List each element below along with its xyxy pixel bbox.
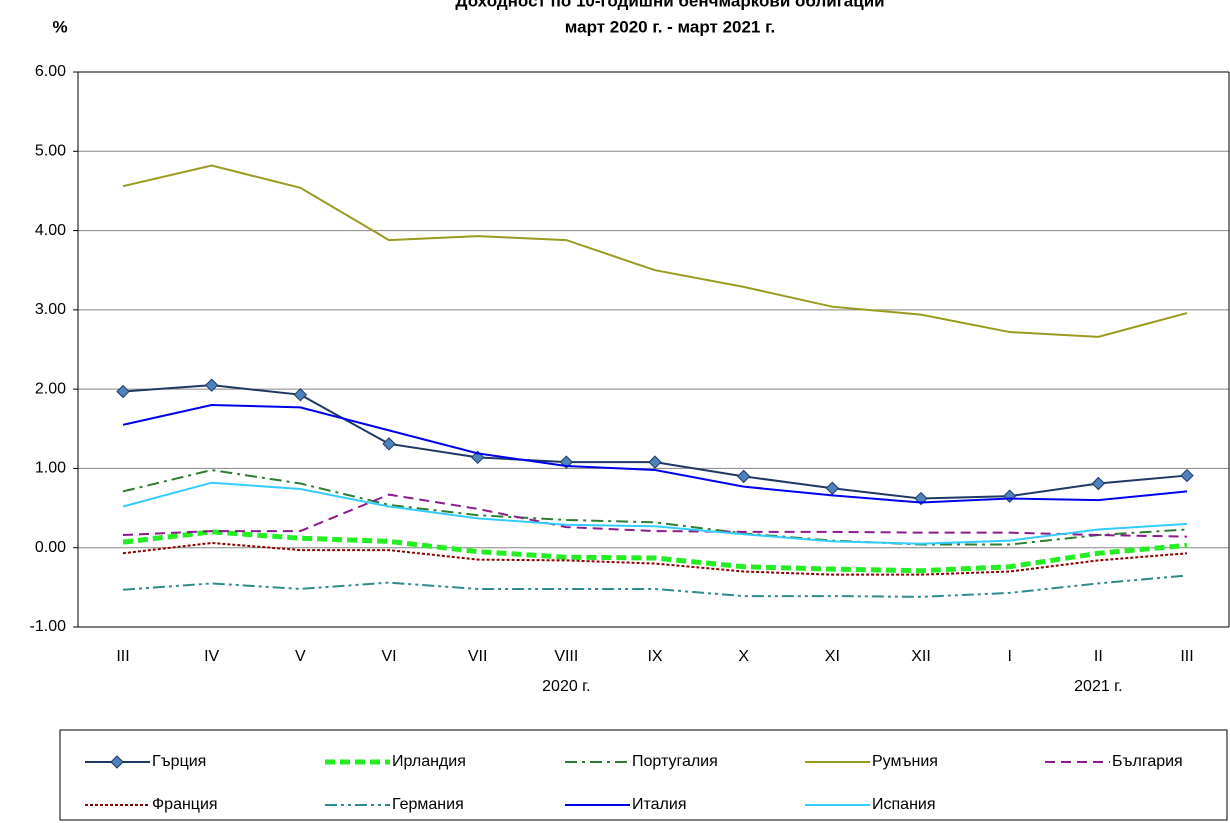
y-axis-label: % bbox=[52, 17, 67, 36]
marker bbox=[736, 469, 751, 484]
x-tick-label: V bbox=[295, 648, 306, 665]
y-tick-label: 1.00 bbox=[35, 460, 66, 477]
series-line bbox=[122, 493, 1188, 538]
legend-label: Ирландия bbox=[392, 753, 466, 770]
marker bbox=[1180, 468, 1194, 483]
year-label: 2020 г. bbox=[542, 678, 590, 695]
x-tick-label: VII bbox=[468, 648, 488, 665]
x-tick-label: III bbox=[116, 648, 129, 665]
year-label: 2021 г. bbox=[1074, 678, 1122, 695]
x-tick-label: II bbox=[1094, 648, 1103, 665]
legend-label: България bbox=[1112, 753, 1183, 770]
y-tick-label: 6.00 bbox=[35, 63, 66, 80]
y-tick-label: 2.00 bbox=[35, 380, 66, 397]
series-line bbox=[122, 481, 1188, 545]
y-tick-label: -1.00 bbox=[30, 618, 67, 635]
y-tick-label: 4.00 bbox=[35, 222, 66, 239]
legend-label: Португалия bbox=[632, 753, 718, 770]
marker bbox=[204, 378, 219, 392]
marker bbox=[825, 481, 840, 495]
x-tick-label: XII bbox=[911, 648, 931, 665]
x-tick-label: IX bbox=[647, 648, 662, 665]
y-tick-label: 3.00 bbox=[35, 301, 66, 318]
x-tick-label: III bbox=[1180, 648, 1193, 665]
marker bbox=[116, 384, 130, 399]
chart-title: Доходност по 10-годишни бенчмаркови обли… bbox=[455, 0, 884, 10]
legend-label: Гърция bbox=[152, 753, 206, 770]
x-tick-label: X bbox=[738, 648, 749, 665]
marker bbox=[1091, 476, 1106, 491]
y-tick-label: 5.00 bbox=[35, 143, 66, 160]
marker bbox=[648, 455, 662, 469]
legend-box bbox=[59, 729, 1228, 821]
series-line bbox=[122, 529, 1188, 574]
marker bbox=[1002, 489, 1017, 503]
y-tick-label: 0.00 bbox=[35, 539, 66, 556]
legend-label: Румъния bbox=[872, 753, 938, 770]
legend-label: Италия bbox=[632, 796, 686, 813]
marker bbox=[382, 437, 396, 451]
x-tick-label: I bbox=[1007, 648, 1011, 665]
marker bbox=[293, 387, 308, 402]
legend-label: Германия bbox=[392, 796, 464, 813]
x-tick-label: IV bbox=[204, 648, 219, 665]
marker bbox=[110, 755, 124, 769]
series-line bbox=[122, 164, 1188, 338]
marker bbox=[559, 455, 574, 469]
x-tick-label: VI bbox=[381, 648, 396, 665]
series-line bbox=[122, 384, 1188, 500]
chart-subtitle: март 2020 г. - март 2021 г. bbox=[565, 17, 775, 36]
legend-label: Франция bbox=[152, 796, 218, 813]
series-line bbox=[122, 574, 1188, 598]
x-tick-label: XI bbox=[825, 648, 840, 665]
legend-label: Испания bbox=[872, 796, 936, 813]
x-tick-label: VIII bbox=[554, 648, 578, 665]
series-line bbox=[122, 468, 1188, 546]
series-line bbox=[122, 403, 1188, 504]
